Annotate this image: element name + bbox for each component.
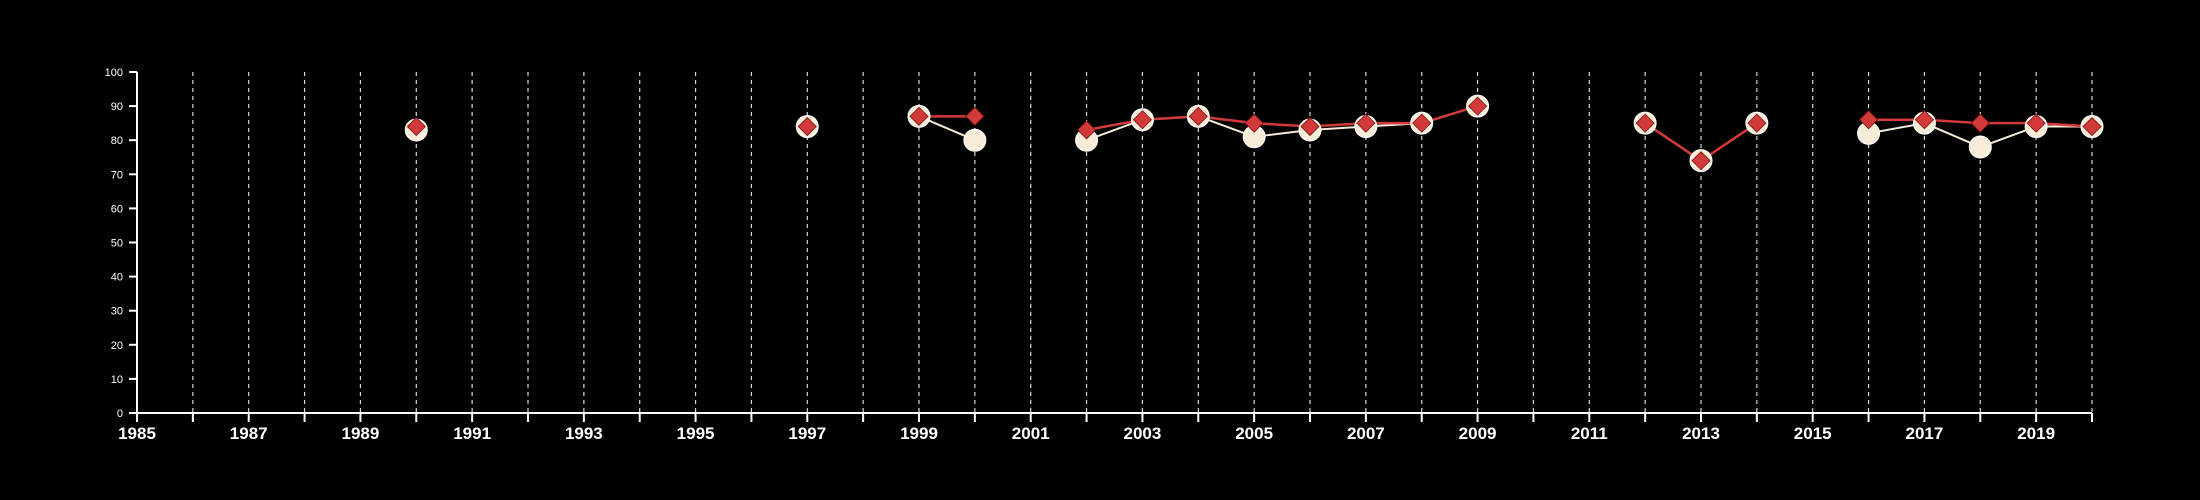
diamond-point <box>1356 113 1376 133</box>
diamond-point <box>1188 106 1208 126</box>
diamond-point <box>1412 113 1432 133</box>
diamond-point <box>2082 116 2102 137</box>
x-tick-label: 2003 <box>1124 424 1162 443</box>
x-tick-label: 2011 <box>1571 424 1608 443</box>
diamond-point <box>1970 113 1990 133</box>
diamond-series-markers <box>406 96 2102 171</box>
diamond-point <box>965 106 985 126</box>
series-layer <box>404 94 2104 173</box>
diamond-point <box>1859 110 1879 130</box>
diamond-point <box>1468 96 1488 116</box>
diamond-point <box>909 106 929 126</box>
diamond-point <box>1300 116 1320 137</box>
y-tick-label: 50 <box>111 238 123 250</box>
diamond-point <box>1635 113 1655 133</box>
x-tick-label: 1995 <box>677 424 715 443</box>
y-tick-label: 100 <box>105 67 123 79</box>
x-tick-label: 2005 <box>1235 424 1273 443</box>
diamond-point <box>2026 113 2046 133</box>
diamond-point <box>1244 113 1264 133</box>
y-tick-label: 30 <box>111 306 123 318</box>
diamond-point <box>1691 151 1711 171</box>
x-tick-label: 2015 <box>1794 424 1832 443</box>
circle-point <box>1968 135 1992 159</box>
x-tick-label: 2007 <box>1347 424 1385 443</box>
y-tick-label: 20 <box>111 340 123 352</box>
diamond-point <box>1077 120 1097 140</box>
x-tick-label: 1987 <box>230 424 268 443</box>
diamond-point <box>1914 110 1934 130</box>
circle-point <box>963 128 987 152</box>
x-tick-label: 1991 <box>453 424 491 443</box>
x-tick-label: 1985 <box>118 424 156 443</box>
y-tick-label: 10 <box>111 374 123 386</box>
x-tick-label: 2013 <box>1682 424 1720 443</box>
x-tick-label: 1997 <box>788 424 826 443</box>
diamond-point <box>406 116 426 137</box>
x-tick-label: 2017 <box>1906 424 1944 443</box>
x-tick-label: 2001 <box>1012 424 1050 443</box>
x-tick-label: 1993 <box>565 424 603 443</box>
diamond-point <box>797 116 817 137</box>
diamond-point <box>1747 113 1767 133</box>
x-tick-label: 2019 <box>2017 424 2055 443</box>
y-tick-label: 80 <box>111 135 123 147</box>
x-tick-label: 1999 <box>900 424 938 443</box>
diamond-point <box>1132 110 1152 130</box>
y-tick-label: 0 <box>117 408 123 420</box>
x-tick-label: 1989 <box>342 424 380 443</box>
y-tick-label: 60 <box>111 203 123 215</box>
x-tick-label: 2009 <box>1459 424 1497 443</box>
y-tick-label: 40 <box>111 272 123 284</box>
axes: 0 10 20 30 40 50 60 70 80 90 100 1985 1987 1989 1991 19… <box>105 67 2093 443</box>
y-tick-label: 90 <box>111 101 123 113</box>
y-tick-label: 70 <box>111 169 123 181</box>
